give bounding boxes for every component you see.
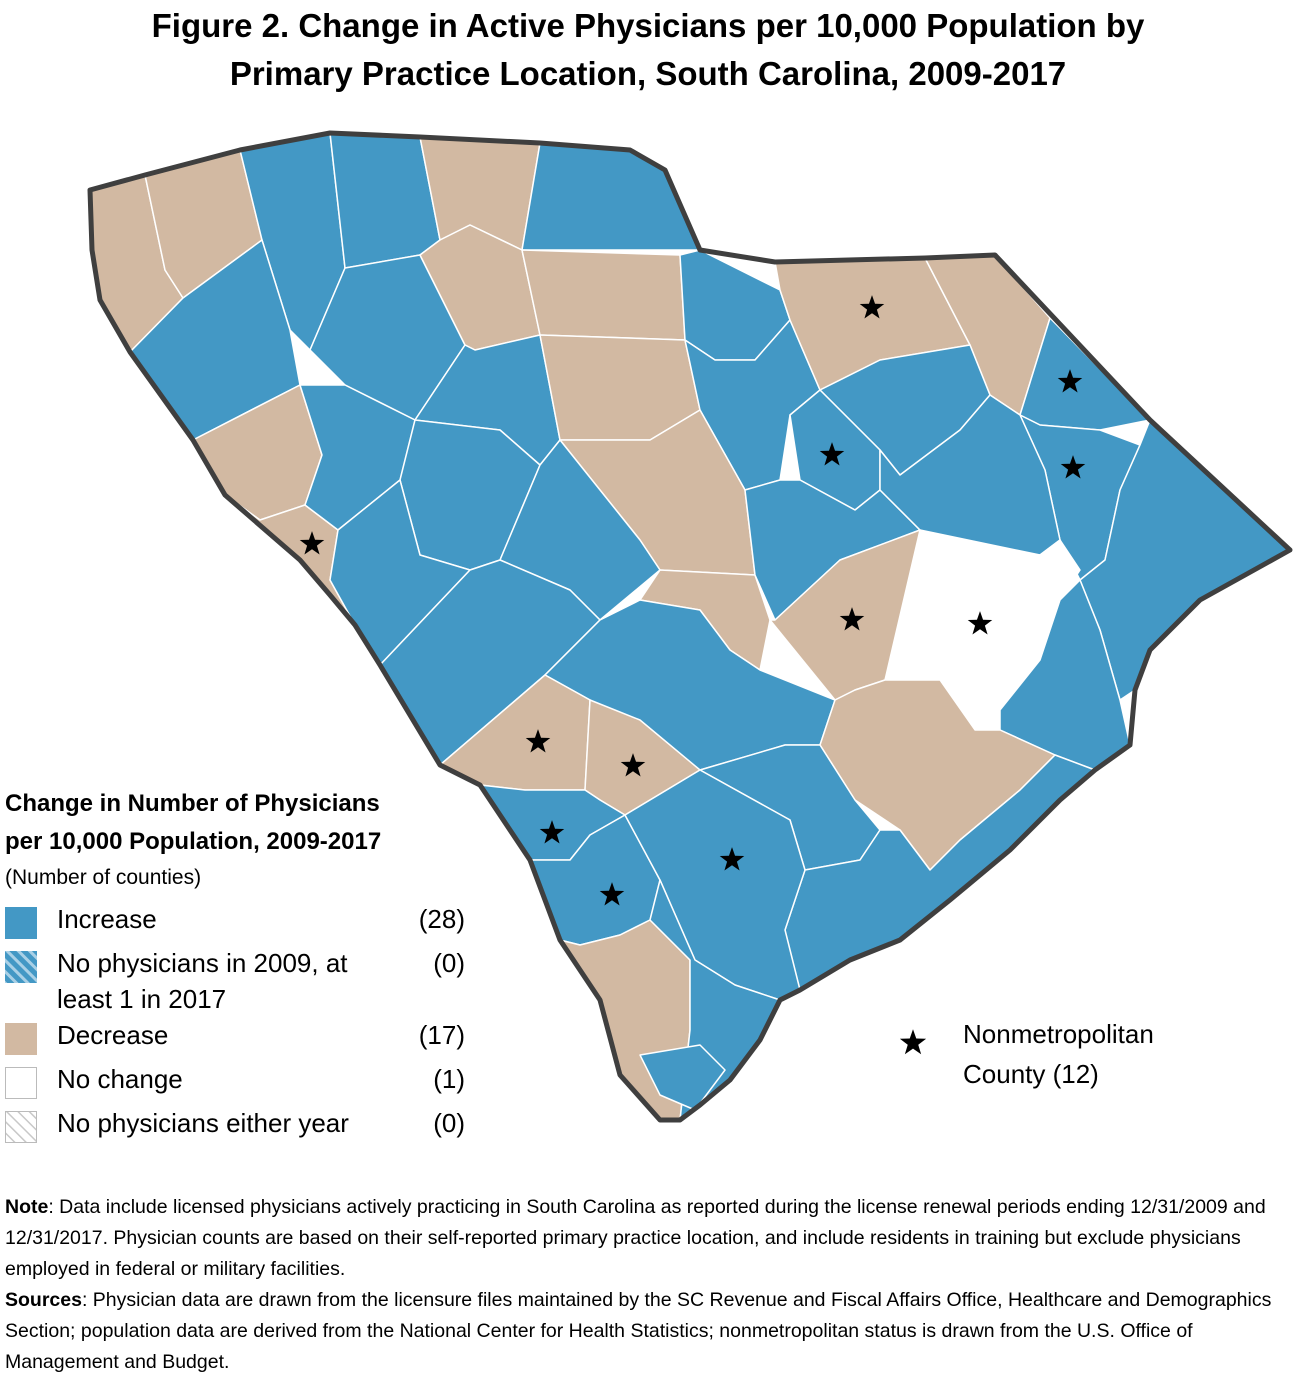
state-outline: [87, 130, 1293, 1123]
star-icon: [899, 1029, 927, 1055]
legend-subtitle: (Number of counties): [5, 866, 202, 889]
legend-label-increase: Increase: [57, 904, 157, 934]
sources-text: : Physician data are drawn from the lice…: [5, 1289, 1272, 1373]
swatch-hatched-gray: [5, 1111, 37, 1143]
swatch-hatched-blue: [5, 951, 37, 983]
swatch-increase: [5, 907, 37, 939]
nonmetro-label-line1: Nonmetropolitan: [963, 1019, 1154, 1049]
legend-label-decrease: Decrease: [57, 1020, 169, 1050]
county-florence: [879, 394, 1061, 556]
legend-label-no-change: No change: [57, 1064, 183, 1094]
legend-item-decrease: Decrease (17): [5, 1017, 475, 1061]
legend-label-no-physicians-either: No physicians either year: [57, 1108, 349, 1138]
legend-count-no-change: (1): [433, 1064, 465, 1094]
legend-count-increase: (28): [418, 904, 465, 934]
legend-label-no-physicians-2009: No physicians in 2009, at least 1 in 201…: [57, 948, 348, 1014]
notes: Note: Data include licensed physicians a…: [5, 1192, 1290, 1378]
figure-title-line1: Figure 2. Change in Active Physicians pe…: [151, 7, 1145, 44]
nonmetro-label-line2: County (12): [963, 1059, 1099, 1089]
note-label: Note: [5, 1196, 49, 1218]
figure-title: Figure 2. Change in Active Physicians pe…: [0, 2, 1296, 98]
county-york: [521, 142, 701, 251]
legend: Change in Number of Physicians per 10,00…: [5, 785, 475, 1149]
legend-item-increase: Increase (28): [5, 901, 475, 945]
sources-label: Sources: [5, 1289, 82, 1311]
legend-title-line2: per 10,000 Population, 2009-2017: [5, 828, 382, 855]
swatch-decrease: [5, 1023, 37, 1055]
legend-item-no-physicians-2009: No physicians in 2009, at least 1 in 201…: [5, 945, 475, 1017]
legend-item-no-physicians-either: No physicians either year (0): [5, 1105, 475, 1149]
legend-count-decrease: (17): [418, 1020, 465, 1050]
note-paragraph: Note: Data include licensed physicians a…: [5, 1192, 1290, 1285]
legend-title-line1: Change in Number of Physicians: [5, 790, 380, 817]
figure-title-line2: Primary Practice Location, South Carolin…: [229, 55, 1067, 92]
county-beaufort-islands: [639, 1044, 726, 1111]
legend-count-no-physicians-either: (0): [433, 1108, 465, 1138]
county-chester: [521, 249, 686, 341]
sources-paragraph: Sources: Physician data are drawn from t…: [5, 1285, 1290, 1378]
legend-count-no-physicians-2009: (0): [433, 948, 465, 978]
note-text: : Data include licensed physicians activ…: [5, 1196, 1266, 1280]
swatch-no-change: [5, 1067, 37, 1099]
legend-item-no-change: No change (1): [5, 1061, 475, 1105]
